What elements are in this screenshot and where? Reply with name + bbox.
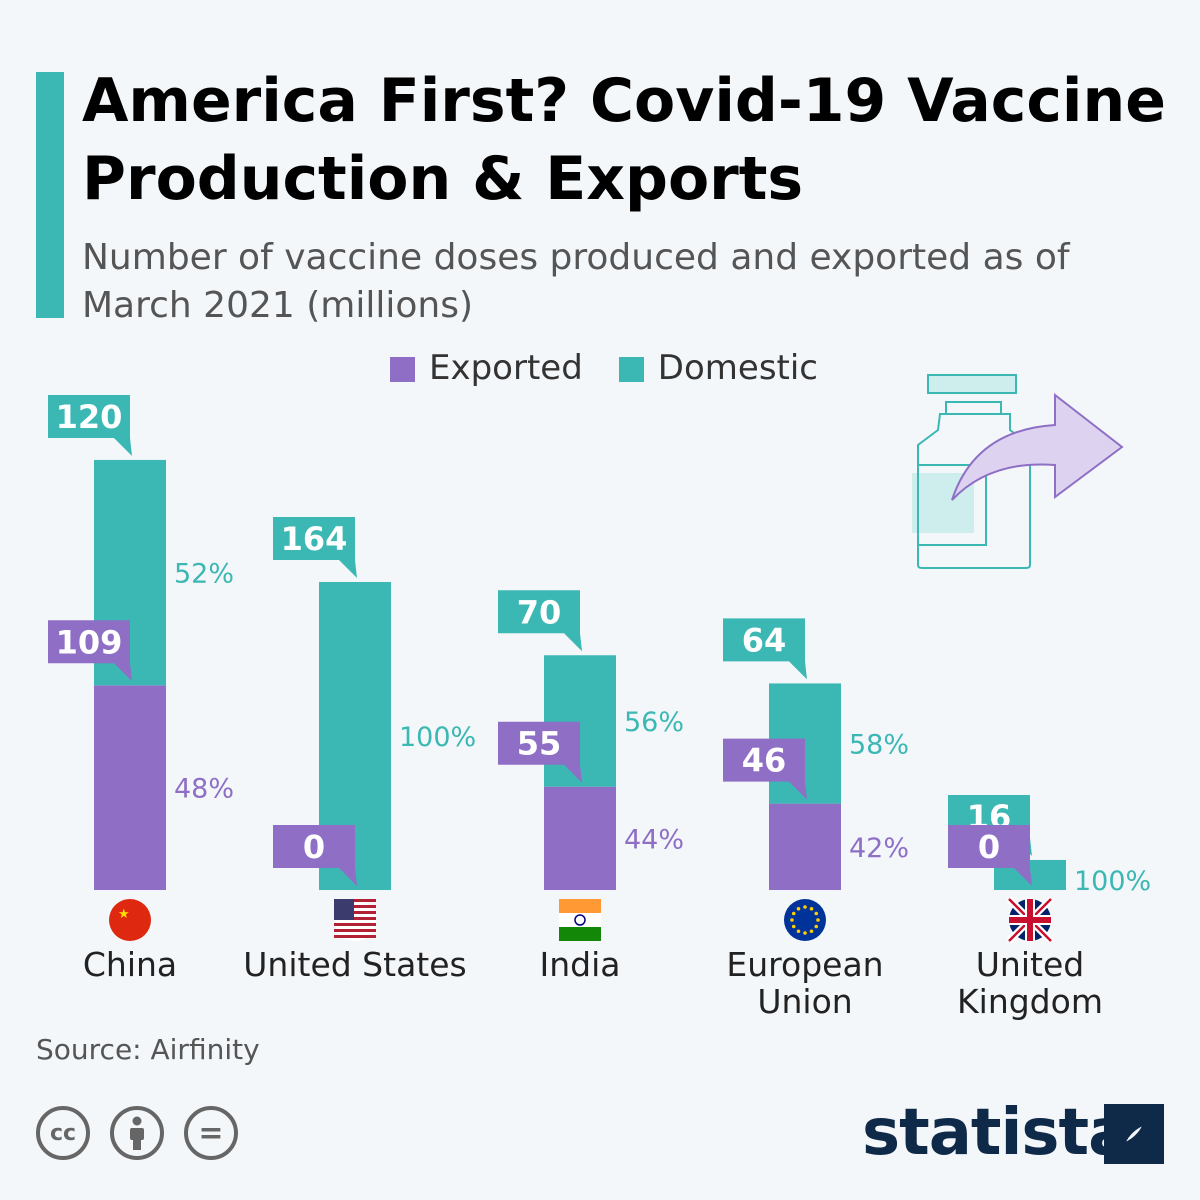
title-accent-bar <box>36 72 64 318</box>
legend-domestic: Domestic <box>618 348 819 388</box>
legend-label-domestic: Domestic <box>657 348 819 388</box>
eq-text: = <box>198 1115 224 1151</box>
label-exported: 109 <box>56 623 123 661</box>
category-label: Kingdom <box>957 982 1103 1021</box>
flag-icon <box>334 899 376 941</box>
label-exported-box <box>498 721 582 783</box>
legend-swatch-exported <box>390 357 415 382</box>
legend-label-exported: Exported <box>429 348 583 388</box>
label-exported-box <box>723 738 807 800</box>
no-derivatives-icon[interactable]: = <box>184 1106 238 1160</box>
category-label: Union <box>757 982 852 1021</box>
subtitle: Number of vaccine doses produced and exp… <box>82 237 1070 326</box>
flag-icon <box>1006 896 1054 944</box>
percent-domestic: 58% <box>849 730 909 761</box>
category-label: China <box>83 945 177 984</box>
percent-domestic: 100% <box>399 722 476 753</box>
svg-text:★: ★ <box>118 907 130 922</box>
legend-swatch-domestic <box>618 357 644 382</box>
label-domestic-box <box>723 618 807 680</box>
label-domestic-box <box>273 517 357 579</box>
attribution-icon[interactable] <box>110 1106 164 1160</box>
label-domestic-box <box>48 394 132 456</box>
category-label: United <box>976 945 1084 984</box>
bar-exported <box>94 685 166 890</box>
label-domestic: 64 <box>742 621 787 659</box>
label-exported: 0 <box>303 828 325 866</box>
label-exported: 55 <box>517 725 562 763</box>
percent-domestic: 100% <box>1074 866 1151 897</box>
category-label: India <box>540 945 621 984</box>
percent-exported: 42% <box>849 833 909 864</box>
percent-exported: 48% <box>174 774 234 805</box>
source: Source: Airfinity <box>36 1033 260 1066</box>
flag-icon <box>559 899 601 941</box>
cc-text: cc <box>49 1120 77 1146</box>
label-domestic-box <box>498 590 582 652</box>
bar-exported <box>769 803 841 890</box>
label-domestic: 70 <box>517 593 562 631</box>
label-exported: 46 <box>742 742 787 780</box>
category-label: United States <box>243 945 466 984</box>
vaccine-export-icon <box>912 374 1124 569</box>
label-exported: 0 <box>978 828 1000 866</box>
flag-icon: ★ <box>109 899 151 941</box>
percent-exported: 44% <box>624 824 684 855</box>
label-domestic: 164 <box>281 520 348 558</box>
statista-logo-mark-icon <box>1104 1104 1164 1164</box>
cc-icon[interactable]: cc <box>36 1106 90 1160</box>
statista-logo[interactable]: statista <box>862 1096 1131 1170</box>
label-exported-box <box>48 620 132 682</box>
label-exported-box <box>273 825 357 886</box>
legend: Exported Domestic <box>390 348 818 388</box>
flag-icon <box>784 899 826 941</box>
category-label: European <box>726 945 883 984</box>
person-icon <box>130 1116 144 1150</box>
label-exported-box <box>948 825 1032 886</box>
page-title: America First? Covid-19 Vaccine Producti… <box>82 66 1166 214</box>
legend-exported: Exported <box>390 348 583 388</box>
label-domestic: 120 <box>56 398 123 436</box>
bar-exported <box>544 786 616 890</box>
percent-domestic: 52% <box>174 559 234 590</box>
percent-domestic: 56% <box>624 707 684 738</box>
